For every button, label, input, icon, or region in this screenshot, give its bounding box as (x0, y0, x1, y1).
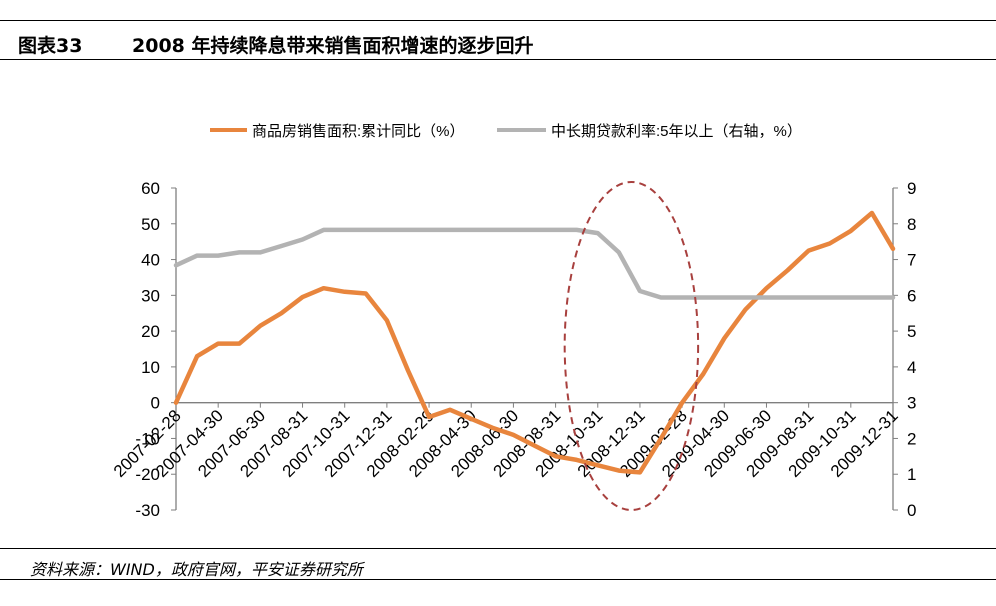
left-y-tick-label: 30 (141, 286, 160, 305)
header-bottom-rule (0, 59, 996, 60)
right-y-tick-label: 9 (907, 179, 916, 198)
figure-footer: 资料来源：WIND，政府官网，平安证券研究所 (0, 548, 996, 582)
left-y-tick-label: -20 (135, 465, 160, 484)
right-y-tick-label: 6 (907, 286, 916, 305)
right-y-tick-label: 4 (907, 358, 916, 377)
right-y-tick-label: 0 (907, 501, 916, 520)
left-y-tick-label: 10 (141, 358, 160, 377)
legend-label-sales-area: 商品房销售面积:累计同比（%） (252, 123, 465, 140)
source-note: 资料来源：WIND，政府官网，平安证券研究所 (30, 560, 363, 579)
header-top-rule (0, 20, 996, 21)
right-y-tick-label: 8 (907, 215, 916, 234)
left-y-tick-label: 20 (141, 322, 160, 341)
legend: 商品房销售面积:累计同比（%） 中长期贷款利率:5年以上（右轴，%） (210, 123, 802, 140)
series-line-sales-area (173, 210, 896, 475)
footer-top-rule (0, 548, 996, 549)
plot-area (173, 181, 896, 511)
right-y-tick-label: 2 (907, 429, 916, 448)
annotation-dashed-ellipse (563, 181, 700, 511)
left-y-tick-label: 60 (141, 179, 160, 198)
figure-label: 图表33 (18, 35, 83, 57)
series-line-loan-rate (173, 227, 896, 300)
left-y-tick-label: 50 (141, 215, 160, 234)
chart: 商品房销售面积:累计同比（%） 中长期贷款利率:5年以上（右轴，%） -30 -2… (110, 123, 917, 520)
left-y-tick-label: 0 (151, 394, 160, 413)
figure-title: 2008 年持续降息带来销售面积增速的逐步回升 (132, 35, 534, 57)
left-y-tick-label: -30 (135, 501, 160, 520)
right-y-tick-label: 5 (907, 322, 916, 341)
legend-label-loan-rate: 中长期贷款利率:5年以上（右轴，%） (551, 123, 802, 140)
left-y-tick-label: -10 (135, 429, 160, 448)
left-y-tick-label: 40 (141, 251, 160, 270)
right-y-tick-label: 7 (907, 251, 916, 270)
right-y-tick-label: 3 (907, 394, 916, 413)
footer-bottom-rule (0, 579, 996, 580)
right-y-tick-label: 1 (907, 465, 916, 484)
figure-header: 图表33 2008 年持续降息带来销售面积增速的逐步回升 (0, 20, 996, 60)
